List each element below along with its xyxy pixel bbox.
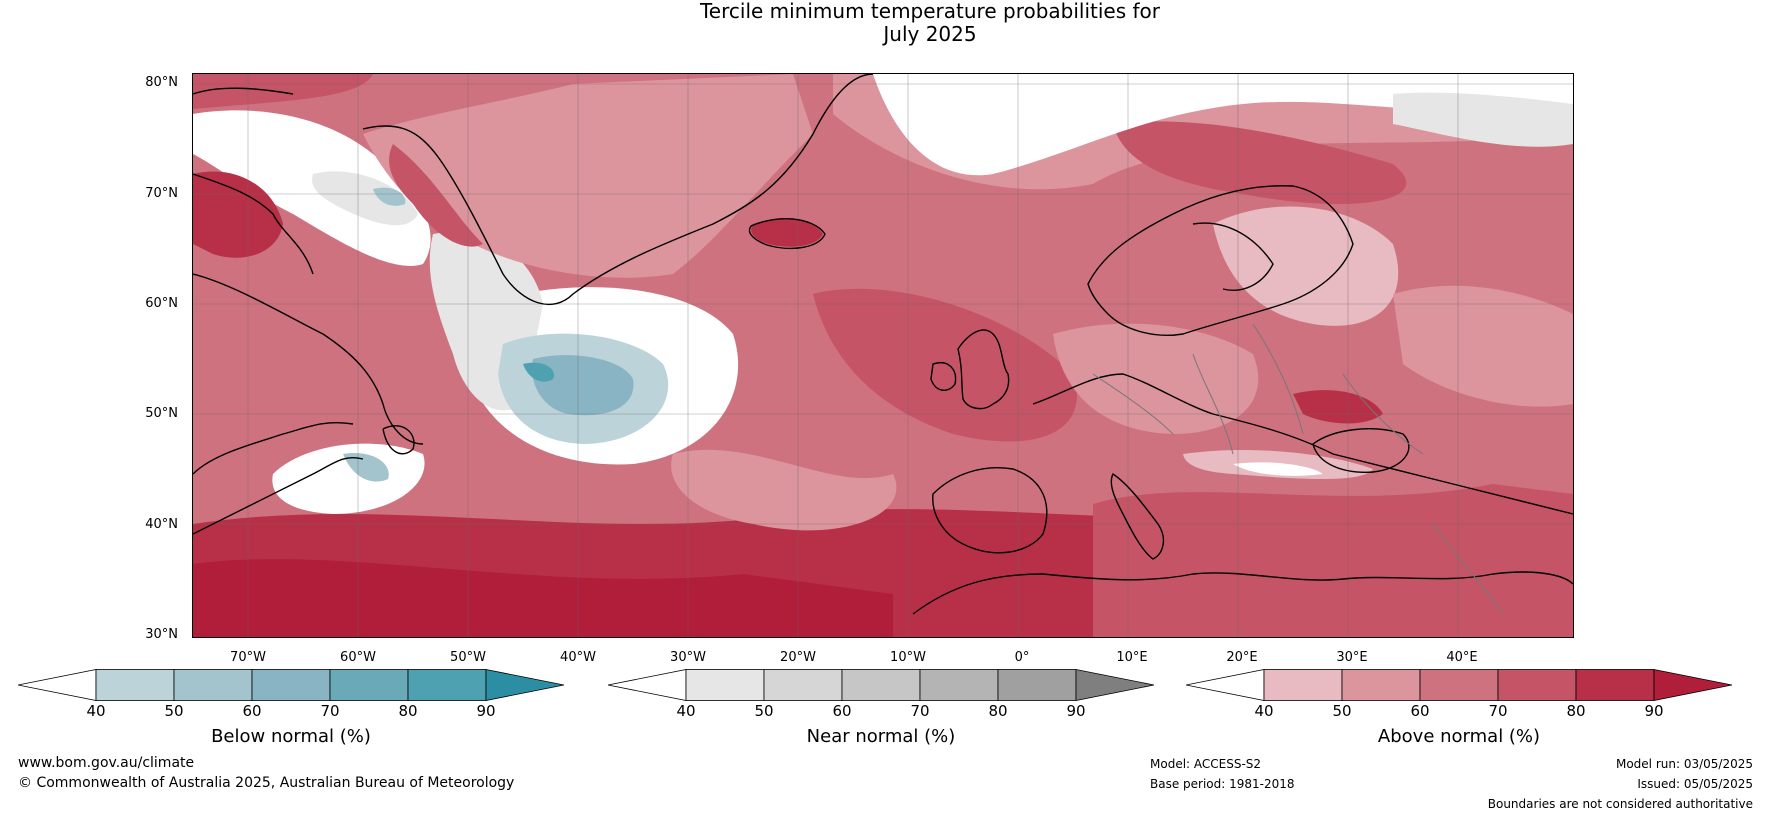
near-normal-segment [685,669,765,701]
below-normal-segment [173,669,253,701]
lon-label-40w: 40°W [560,650,596,665]
above-normal-tick-label: 80 [1566,702,1586,720]
near-normal-tick-label: 80 [988,702,1008,720]
near-normal-colorbar-svg [607,669,1155,701]
lon-label-60w: 60°W [340,650,376,665]
below-normal-segment [407,669,487,701]
lon-label-40e: 40°E [1446,650,1478,665]
below-normal-tick-label: 70 [320,702,340,720]
below-normal-tick-label: 40 [86,702,106,720]
lon-label-50w: 50°W [450,650,486,665]
map-title: Tercile minimum temperature probabilitie… [0,0,1770,46]
near-normal-segment [997,669,1077,701]
above-normal-segment [1341,669,1421,701]
lon-label-30e: 30°E [1336,650,1368,665]
below-normal-segment [251,669,331,701]
below-normal-segment [329,669,409,701]
below-normal-colorbar-svg [17,669,565,701]
website-link[interactable]: www.bom.gov.au/climate [18,755,195,771]
lat-label-30n: 30°N [145,627,178,642]
lat-label-70n: 70°N [145,186,178,201]
above-normal-tick-label: 40 [1254,702,1274,720]
above-normal-colorbar [1185,669,1733,701]
title-line-1: Tercile minimum temperature probabilitie… [699,0,1161,23]
below-normal-tick-label: 90 [476,702,496,720]
above-normal-colorbar-svg [1185,669,1733,701]
lon-label-10e: 10°E [1116,650,1148,665]
above-normal-low-extension [1185,669,1265,701]
below-normal-tick-label: 80 [398,702,418,720]
issued-text: Issued: 05/05/2025 [1637,777,1753,791]
near-normal-segment [919,669,999,701]
map-svg [193,74,1573,637]
lon-label-10w: 10°W [890,650,926,665]
graticule [193,74,1573,637]
below-normal-label: Below normal (%) [211,726,371,747]
below-normal-tick-label: 60 [242,702,262,720]
near-normal-tick-label: 90 [1066,702,1086,720]
coastlines [193,74,1573,615]
copyright-text: © Commonwealth of Australia 2025, Austra… [18,775,515,791]
above-normal-high-extension [1653,669,1733,701]
model-run-text: Model run: 03/05/2025 [1615,757,1753,771]
above-normal-label: Above normal (%) [1377,726,1541,747]
above-normal-segment [1263,669,1343,701]
near-normal-colorbar [607,669,1155,701]
base-period-text: Base period: 1981-2018 [1150,777,1295,791]
below-normal-tick-label: 50 [164,702,184,720]
below-normal-low-extension [17,669,97,701]
model-text: Model: ACCESS-S2 [1150,757,1262,771]
below-normal-high-extension [485,669,565,701]
near-normal-low-extension [607,669,687,701]
lat-label-60n: 60°N [145,296,178,311]
above-normal-tick-label: 60 [1410,702,1430,720]
probability-map[interactable] [192,73,1574,638]
near-normal-tick-label: 50 [754,702,774,720]
near-normal-label: Near normal (%) [806,726,956,747]
above-normal-segment [1575,669,1655,701]
title-line-2: July 2025 [883,22,977,46]
above-normal-tick-label: 50 [1332,702,1352,720]
above-normal-segment [1497,669,1577,701]
near-normal-tick-label: 40 [676,702,696,720]
near-normal-high-extension [1075,669,1155,701]
lat-label-80n: 80°N [145,75,178,90]
disclaimer-text: Boundaries are not considered authoritat… [1487,797,1753,811]
near-normal-tick-label: 70 [910,702,930,720]
above-normal-tick-label: 90 [1644,702,1664,720]
lon-label-70w: 70°W [230,650,266,665]
near-normal-tick-label: 60 [832,702,852,720]
borders [1092,323,1504,615]
lon-label-20e: 20°E [1226,650,1258,665]
below-normal-colorbar [17,669,565,701]
lon-label-30w: 30°W [670,650,706,665]
lat-label-40n: 40°N [145,517,178,532]
near-normal-segment [841,669,921,701]
lon-label-0: 0° [1014,650,1030,665]
near-normal-segment [763,669,843,701]
below-normal-segment [95,669,175,701]
lat-label-50n: 50°N [145,406,178,421]
lon-label-20w: 20°W [780,650,816,665]
above-normal-segment [1419,669,1499,701]
above-normal-tick-label: 70 [1488,702,1508,720]
